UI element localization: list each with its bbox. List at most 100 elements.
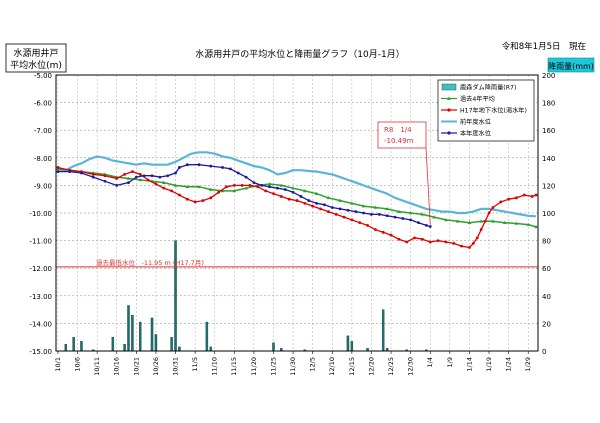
series-point [91, 172, 95, 176]
series-point [228, 167, 232, 171]
callout-annotation: R8 1/4 -10.49m [377, 121, 431, 225]
series-point [479, 228, 483, 231]
series-point [455, 219, 460, 223]
series-point [244, 175, 248, 179]
series-point [362, 211, 366, 215]
series-point [123, 172, 126, 176]
rain-bar [123, 343, 126, 352]
y-tick-label-left: -11.00 [29, 238, 52, 246]
threshold-label: 過去最低水位 -11.95 m (H17.7月) [96, 258, 204, 267]
series-point [366, 224, 369, 227]
series-point [452, 241, 456, 245]
series-point [146, 178, 150, 182]
left-axis-title-line2: 平均水位(m) [10, 59, 62, 71]
x-tick-label: 12/20 [367, 357, 375, 376]
rain-bar [154, 334, 158, 352]
series-point [166, 174, 170, 178]
rain-bar [209, 346, 213, 352]
series-line [58, 151, 537, 218]
series-point [370, 212, 373, 216]
legend-swatch-marker [447, 131, 451, 135]
series-point [417, 221, 420, 225]
series-point [515, 196, 518, 200]
series-point [314, 191, 319, 195]
series-point [491, 219, 495, 223]
series-point [279, 195, 283, 198]
series-point [158, 175, 162, 179]
series-point [377, 212, 381, 216]
series-point [185, 197, 189, 201]
x-tick-label: 1/19 [485, 357, 493, 372]
series-point [338, 198, 342, 202]
x-tick-label: 1/4 [426, 357, 434, 367]
x-tick-label: 10/6 [74, 357, 82, 372]
series-point [408, 211, 413, 215]
callout-box [377, 121, 427, 149]
series-point [268, 185, 271, 189]
series-point [244, 186, 248, 190]
series-point [420, 237, 424, 241]
series-point [432, 215, 436, 219]
series-point [209, 196, 213, 200]
legend-label: 鹿森ダム降雨量(R7) [460, 84, 516, 92]
date-label: 令和8年1月5日 現在 [502, 41, 586, 52]
rainfall-bars [64, 240, 428, 352]
x-tick-label: 1/14 [465, 357, 473, 372]
series-point [170, 189, 174, 193]
series-point [267, 182, 272, 186]
series-point [56, 170, 60, 174]
x-tick-label: 11/10 [211, 357, 219, 376]
series-point [483, 219, 487, 223]
legend-label: H17年地下水位(渇水年) [460, 107, 527, 115]
series-point [197, 163, 201, 167]
series-point [264, 189, 268, 193]
series-point [385, 214, 389, 218]
x-tick-label: 12/10 [328, 357, 336, 376]
series-point [260, 184, 264, 187]
callout-line1: R8 1/4 [384, 126, 412, 134]
legend-swatch-bar [441, 83, 457, 91]
y-tick-label-right: 160 [542, 127, 555, 135]
series-point [530, 195, 534, 198]
rain-bar [350, 341, 354, 352]
rain-bar [381, 309, 385, 352]
x-tick-label: 12/30 [407, 357, 415, 376]
series-point [436, 239, 440, 243]
y-tick-label-right: 80 [542, 238, 551, 246]
series-point [287, 197, 291, 201]
y-tick-label-right: 60 [542, 265, 551, 273]
series-point [428, 240, 432, 244]
y-tick-label-left: -8.00 [34, 155, 52, 163]
series-point [534, 193, 538, 197]
left-axis-title-line1: 水源用井戸 [13, 47, 58, 59]
series-point [103, 179, 107, 183]
series-point [342, 215, 346, 219]
legend-label: 過去4年平均 [460, 95, 495, 103]
series-point [499, 200, 503, 204]
y-tick-label-left: -5.00 [34, 72, 52, 80]
right-axis-title-text: 降雨量(mm) [548, 61, 594, 71]
rain-bar [131, 314, 134, 352]
y-tick-label-left: -9.00 [34, 182, 52, 190]
series-point [56, 166, 60, 169]
series-point [208, 187, 213, 191]
series-point [350, 201, 354, 205]
x-tick-label: 10/21 [132, 357, 140, 376]
series-point [507, 197, 511, 201]
series-point [491, 206, 495, 209]
y-tick-label-right: 200 [542, 72, 555, 80]
series-point [393, 215, 397, 219]
series-point [154, 182, 158, 186]
series-point [514, 221, 519, 225]
series-point [361, 204, 366, 208]
series-point [409, 218, 413, 222]
left-axis-title: 水源用井戸 平均水位(m) [5, 43, 67, 73]
series-point [373, 205, 378, 209]
plot-area-border [55, 74, 539, 352]
series-point [307, 199, 311, 202]
right-axis-title: 降雨量(mm) [547, 57, 595, 73]
x-tick-label: 12/5 [309, 357, 317, 372]
series-point [326, 195, 331, 200]
series-point [413, 236, 416, 240]
